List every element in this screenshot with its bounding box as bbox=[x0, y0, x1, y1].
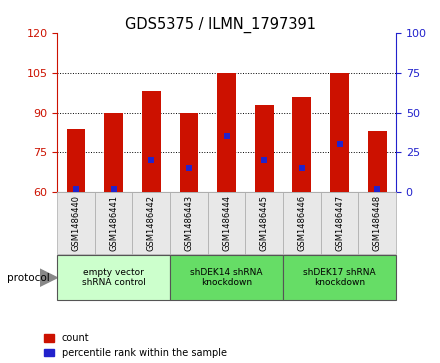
FancyBboxPatch shape bbox=[170, 255, 283, 300]
Point bbox=[148, 158, 155, 163]
Text: GSM1486447: GSM1486447 bbox=[335, 195, 344, 251]
FancyBboxPatch shape bbox=[283, 192, 321, 254]
Bar bbox=[180, 113, 198, 192]
Bar bbox=[293, 97, 312, 192]
Bar bbox=[142, 91, 161, 192]
Text: protocol: protocol bbox=[7, 273, 49, 283]
FancyBboxPatch shape bbox=[95, 192, 132, 254]
FancyBboxPatch shape bbox=[246, 192, 283, 254]
Text: GSM1486444: GSM1486444 bbox=[222, 195, 231, 251]
Text: GSM1486443: GSM1486443 bbox=[184, 195, 194, 251]
Polygon shape bbox=[40, 269, 57, 286]
FancyBboxPatch shape bbox=[132, 192, 170, 254]
FancyBboxPatch shape bbox=[170, 192, 208, 254]
Point bbox=[336, 142, 343, 147]
Text: GSM1486442: GSM1486442 bbox=[147, 195, 156, 251]
Bar bbox=[104, 113, 123, 192]
Text: GSM1486448: GSM1486448 bbox=[373, 195, 381, 251]
Text: GSM1486445: GSM1486445 bbox=[260, 195, 269, 251]
FancyBboxPatch shape bbox=[57, 255, 170, 300]
FancyBboxPatch shape bbox=[358, 192, 396, 254]
Text: GDS5375 / ILMN_1797391: GDS5375 / ILMN_1797391 bbox=[125, 16, 315, 33]
Point bbox=[110, 186, 117, 192]
FancyBboxPatch shape bbox=[208, 192, 246, 254]
FancyBboxPatch shape bbox=[283, 255, 396, 300]
Bar bbox=[255, 105, 274, 192]
Point bbox=[73, 186, 80, 192]
Legend: count, percentile rank within the sample: count, percentile rank within the sample bbox=[44, 333, 227, 358]
Text: shDEK14 shRNA
knockdown: shDEK14 shRNA knockdown bbox=[191, 268, 263, 287]
Text: shDEK17 shRNA
knockdown: shDEK17 shRNA knockdown bbox=[303, 268, 376, 287]
Point bbox=[185, 166, 192, 171]
FancyBboxPatch shape bbox=[57, 192, 95, 254]
Bar bbox=[66, 129, 85, 192]
Bar bbox=[330, 73, 349, 192]
Point bbox=[374, 186, 381, 192]
Text: GSM1486446: GSM1486446 bbox=[297, 195, 306, 251]
Bar bbox=[217, 73, 236, 192]
Point bbox=[298, 166, 305, 171]
Point bbox=[261, 158, 268, 163]
Text: GSM1486441: GSM1486441 bbox=[109, 195, 118, 251]
Text: GSM1486440: GSM1486440 bbox=[72, 195, 81, 251]
Text: empty vector
shRNA control: empty vector shRNA control bbox=[82, 268, 146, 287]
FancyBboxPatch shape bbox=[321, 192, 358, 254]
Bar bbox=[368, 131, 387, 192]
Point bbox=[223, 134, 230, 139]
